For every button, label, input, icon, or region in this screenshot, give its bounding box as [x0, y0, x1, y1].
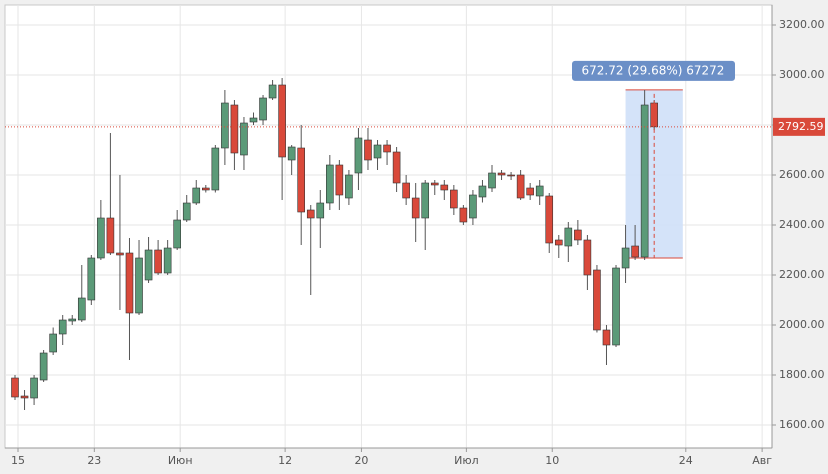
candle-body	[516, 174, 525, 199]
candle-body	[612, 267, 620, 346]
candle-body	[173, 219, 181, 249]
candle-body	[202, 187, 210, 191]
candle-body	[182, 202, 191, 221]
candle-body	[488, 172, 496, 189]
candle-body	[49, 333, 57, 353]
measure-label: 672.72 (29.68%) 67272	[582, 63, 725, 77]
x-tick-label: 24	[679, 454, 693, 467]
y-tick-label: 2000.00	[779, 318, 825, 331]
candle-body	[154, 249, 162, 274]
candle-body	[106, 217, 115, 254]
candle-body	[316, 202, 325, 219]
candle-body	[383, 144, 391, 153]
candle-body	[297, 147, 306, 213]
candle-body	[211, 147, 220, 191]
y-tick-label: 3200.00	[779, 18, 825, 31]
candle-body	[97, 217, 105, 259]
candle-body	[163, 247, 172, 274]
candle-body	[593, 269, 601, 331]
x-tick-label: 10	[545, 454, 559, 467]
y-tick-label: 2400.00	[779, 218, 825, 231]
candle-body	[450, 189, 458, 209]
candle-body	[421, 182, 430, 219]
candle-body	[392, 151, 401, 184]
candle-body	[602, 329, 611, 346]
candle-body	[526, 187, 534, 196]
candle-body	[58, 319, 67, 335]
candle-body	[87, 257, 96, 301]
candle-body	[259, 97, 267, 121]
candle-body	[249, 117, 258, 123]
candle-body	[135, 257, 143, 314]
candle-body	[221, 102, 229, 149]
x-tick-label: 12	[278, 454, 292, 467]
candle-body	[507, 174, 515, 177]
candle-body	[631, 245, 639, 258]
candle-body	[430, 182, 439, 186]
x-tick-label: 15	[11, 454, 25, 467]
candle-body	[30, 377, 38, 399]
candle-body	[11, 377, 19, 398]
candle-body	[77, 297, 86, 321]
candle-body	[192, 187, 201, 204]
candle-body	[335, 164, 344, 196]
measure-label-group: 672.72 (29.68%) 67272	[572, 60, 735, 81]
candle-body	[535, 185, 544, 197]
candle-body	[326, 164, 334, 204]
candle-body	[478, 185, 487, 198]
candle-body	[564, 227, 573, 247]
candle-body	[287, 146, 296, 161]
candle-body	[39, 352, 48, 381]
candle-body	[68, 318, 77, 322]
candle-body	[640, 104, 649, 258]
y-tick-label: 2200.00	[779, 268, 825, 281]
candle-body	[440, 184, 449, 191]
candle-body	[345, 174, 353, 199]
candle-body	[469, 194, 477, 219]
candle-body	[574, 229, 582, 241]
last-price-label: 2792.59	[778, 120, 824, 133]
candle-body	[402, 182, 410, 199]
candle-body	[268, 84, 277, 99]
candle-body	[621, 247, 630, 269]
candle-body	[116, 252, 124, 256]
candle-body	[554, 239, 563, 246]
candle-body	[240, 122, 248, 156]
x-tick-label: Авг	[752, 454, 772, 467]
candle-body	[230, 104, 239, 154]
candle-body	[411, 197, 420, 219]
x-tick-label: Июн	[168, 454, 193, 467]
candle-body	[545, 195, 554, 244]
candle-body	[306, 209, 315, 219]
last-price-bg	[773, 117, 825, 136]
candle-body	[125, 252, 134, 314]
candle-body	[144, 249, 153, 281]
x-tick-label: Июл	[454, 454, 479, 467]
y-tick-label: 1600.00	[779, 418, 825, 431]
y-tick-label: 1800.00	[779, 368, 825, 381]
y-tick-label: 3000.00	[779, 68, 825, 81]
measure-label-bg	[572, 60, 735, 81]
candle-body	[373, 144, 382, 159]
candle-body	[278, 84, 286, 158]
candle-body	[459, 207, 468, 223]
x-tick-label: 20	[354, 454, 368, 467]
y-tick-label: 2600.00	[779, 168, 825, 181]
candle-body	[364, 139, 372, 161]
candle-body	[497, 172, 506, 176]
candle-body	[20, 395, 29, 399]
candle-body	[354, 137, 363, 174]
candle-body	[583, 239, 592, 276]
x-tick-label: 23	[87, 454, 101, 467]
